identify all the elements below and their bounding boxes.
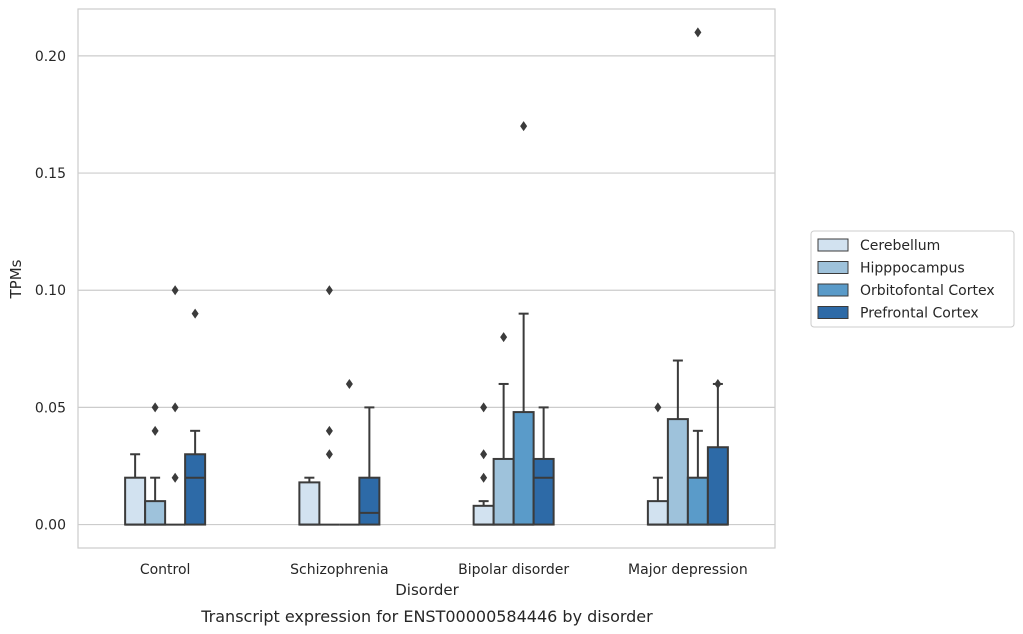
outlier-point (480, 449, 488, 460)
legend-label: Cerebellum (860, 238, 940, 254)
box-hipppocampus-major-depression (666, 359, 689, 526)
outlier-point (500, 332, 508, 343)
box-cerebellum-control (124, 453, 147, 526)
box (706, 446, 729, 526)
box-hipppocampus-control (144, 402, 167, 526)
box (124, 476, 147, 526)
x-axis-ticks: Control Schizophrenia Bipolar disorder Majo… (140, 562, 748, 578)
y-axis-ticks: 0.00 0.05 0.10 0.15 0.20 (35, 49, 66, 534)
outlier-point (694, 27, 702, 38)
y-tick-label: 0.10 (35, 283, 66, 299)
legend-frame (810, 230, 1015, 328)
box-orbitofontal-cortex-bipolar-disorder (512, 121, 535, 526)
outlier-point (171, 472, 179, 483)
legend-item: Prefrontal Cortex (817, 306, 979, 322)
box-prefrontal-cortex-major-depression (706, 378, 729, 526)
x-tick-label: Major depression (628, 562, 748, 578)
box (666, 418, 689, 526)
legend-label: Prefrontal Cortex (860, 306, 979, 322)
legend-label: Orbitofontal Cortex (860, 283, 995, 299)
outlier-point (345, 378, 353, 389)
box-orbitofontal-cortex-control (165, 285, 186, 526)
outlier-point (654, 402, 662, 413)
x-tick-label: Schizophrenia (290, 562, 388, 578)
box-prefrontal-cortex-control (184, 308, 207, 526)
y-tick-label: 0.20 (35, 49, 66, 65)
box-cerebellum-schizophrenia (298, 476, 321, 526)
box-orbitofontal-cortex-major-depression (686, 27, 709, 526)
box (532, 457, 555, 526)
box-orbitofontal-cortex-schizophrenia (339, 378, 360, 526)
legend-item: Cerebellum (817, 238, 940, 254)
box (358, 476, 381, 526)
y-tick-label: 0.15 (35, 166, 66, 182)
box-prefrontal-cortex-schizophrenia (358, 406, 381, 526)
legend-swatch (817, 261, 849, 274)
y-axis-label: TPMs (7, 259, 25, 299)
x-axis-label: Disorder (395, 581, 459, 599)
outlier-point (171, 285, 179, 296)
legend-swatch (817, 283, 849, 297)
outlier-point (480, 472, 488, 483)
box (512, 411, 535, 526)
legend-swatch (817, 306, 849, 319)
box-hipppocampus-schizophrenia (319, 285, 340, 526)
box-prefrontal-cortex-bipolar-disorder (532, 406, 555, 526)
outlier-point (520, 121, 528, 132)
figure-caption: Transcript expression for ENST0000058444… (200, 607, 653, 626)
legend-item: Orbitofontal Cortex (817, 283, 995, 299)
outlier-point (714, 378, 722, 389)
box (144, 500, 167, 526)
box (472, 504, 495, 526)
box (184, 453, 207, 526)
box (646, 500, 669, 526)
box (298, 481, 321, 526)
legend: Cerebellum Hipppocampus Orbitofontal Corte… (810, 230, 1015, 328)
outlier-point (151, 402, 159, 413)
outlier-point (151, 425, 159, 436)
outlier-point (325, 425, 333, 436)
outlier-point (171, 402, 179, 413)
y-tick-label: 0.00 (35, 518, 66, 534)
legend-item: Hipppocampus (817, 261, 965, 277)
box (492, 457, 515, 526)
box-hipppocampus-bipolar-disorder (492, 332, 515, 526)
outlier-point (325, 285, 333, 296)
box-cerebellum-major-depression (646, 402, 669, 526)
x-tick-label: Control (140, 562, 191, 578)
legend-swatch (817, 238, 849, 252)
legend-label: Hipppocampus (860, 261, 965, 277)
y-tick-label: 0.05 (35, 400, 66, 416)
outlier-point (191, 308, 199, 319)
box-plot-groups (124, 27, 729, 526)
plot-frame (77, 8, 776, 549)
outlier-point (325, 449, 333, 460)
box (686, 476, 709, 526)
outlier-point (480, 402, 488, 413)
x-tick-label: Bipolar disorder (458, 562, 569, 578)
box-cerebellum-bipolar-disorder (472, 402, 495, 526)
